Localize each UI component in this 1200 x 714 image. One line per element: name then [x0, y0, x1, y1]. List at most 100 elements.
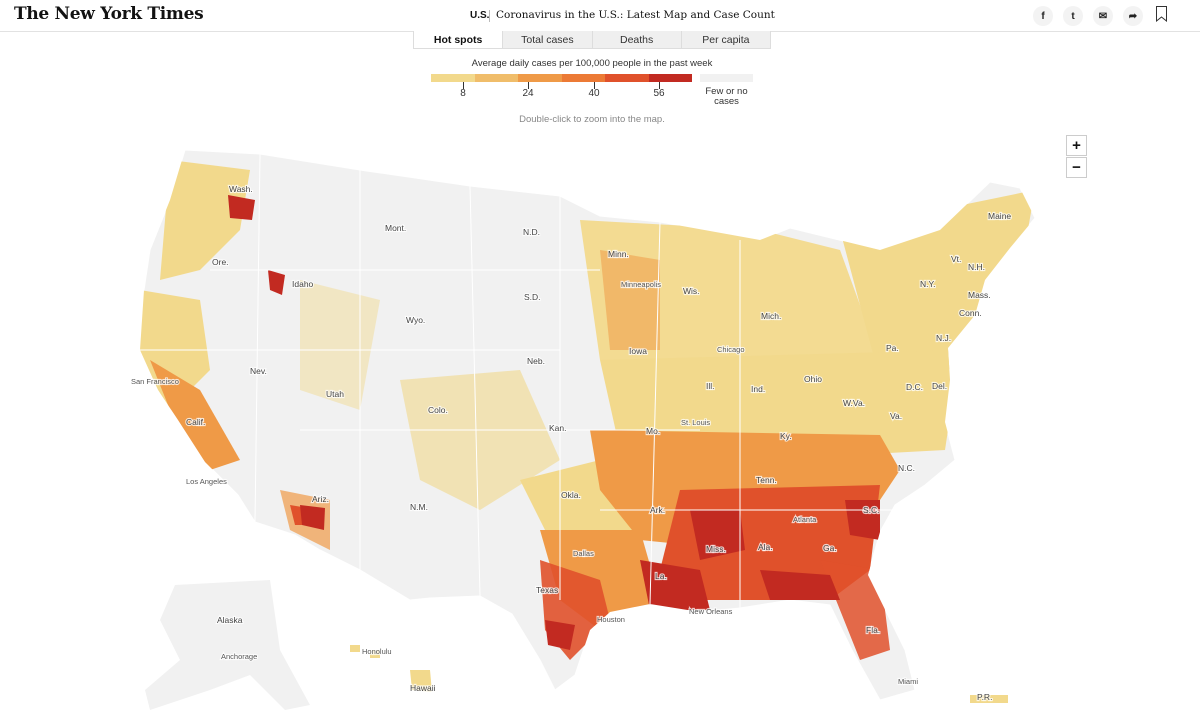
legend-swatch — [518, 74, 562, 82]
label-sc: S.C. — [863, 505, 880, 515]
label-alaska: Alaska — [217, 615, 243, 625]
label-maine: Maine — [988, 211, 1011, 221]
label-pa: Pa. — [886, 343, 899, 353]
label-kan: Kan. — [549, 423, 567, 433]
article-headline: Coronavirus in the U.S.: Latest Map and … — [496, 9, 775, 21]
label-los-angeles: Los Angeles — [186, 477, 227, 486]
label-nm: N.M. — [410, 502, 428, 512]
legend-swatch — [474, 74, 518, 82]
facebook-icon[interactable]: f — [1033, 6, 1053, 26]
label-pr: P.R. — [977, 692, 992, 702]
share-icon[interactable]: ➦ — [1123, 6, 1143, 26]
nyt-logo[interactable]: The New York Times — [14, 4, 204, 24]
few-cases-swatch — [700, 74, 753, 82]
legend-swatch — [605, 74, 649, 82]
label-ky: Ky. — [780, 431, 792, 441]
legend-tick — [659, 82, 660, 89]
alaska-shape — [145, 580, 310, 710]
label-atlanta: Atlanta — [793, 515, 817, 524]
label-ore: Ore. — [212, 257, 229, 267]
section-link[interactable]: U.S. — [470, 10, 490, 21]
tab-per-capita[interactable]: Per capita — [680, 31, 770, 48]
label-mont: Mont. — [385, 223, 406, 233]
label-hawaii: Hawaii — [410, 683, 436, 693]
label-san-francisco: San Francisco — [131, 377, 179, 386]
label-anchorage: Anchorage — [221, 652, 257, 661]
legend-tick — [463, 82, 464, 89]
bookmark-icon[interactable] — [1156, 6, 1167, 22]
twitter-icon[interactable]: t — [1063, 6, 1083, 26]
label-la: La. — [655, 571, 667, 581]
legend-color-scale — [431, 74, 692, 82]
map-tabs: Hot spots Total cases Deaths Per capita — [413, 31, 771, 49]
label-fla: Fla. — [866, 625, 880, 635]
section-divider — [489, 10, 490, 22]
label-colo: Colo. — [428, 405, 448, 415]
email-icon[interactable]: ✉ — [1093, 6, 1113, 26]
tab-total-cases[interactable]: Total cases — [502, 31, 592, 48]
label-dallas: Dallas — [573, 549, 594, 558]
label-ariz: Ariz. — [312, 494, 329, 504]
legend-swatch — [431, 74, 475, 82]
label-ala: Ala. — [758, 542, 773, 552]
state-borders — [140, 153, 948, 608]
label-sd: S.D. — [524, 292, 541, 302]
hawaii-islands — [350, 645, 432, 692]
zoom-out-button[interactable]: − — [1066, 157, 1087, 178]
label-va: Va. — [890, 411, 902, 421]
label-neb: Neb. — [527, 356, 545, 366]
tab-deaths[interactable]: Deaths — [591, 31, 681, 48]
label-texas: Texas — [536, 585, 558, 595]
severe-hotspots — [228, 195, 880, 650]
label-chicago: Chicago — [717, 345, 745, 354]
legend-title: Average daily cases per 100,000 people i… — [471, 58, 713, 69]
label-wyo: Wyo. — [406, 315, 425, 325]
label-wva: W.Va. — [843, 398, 865, 408]
legend-tick-label: 8 — [460, 88, 466, 99]
label-del: Del. — [932, 381, 947, 391]
label-mich: Mich. — [761, 311, 781, 321]
label-nd: N.D. — [523, 227, 540, 237]
label-nj: N.J. — [936, 333, 951, 343]
label-mo: Mo. — [646, 426, 660, 436]
label-new-orleans: New Orleans — [689, 607, 733, 616]
label-miss: Miss. — [706, 544, 726, 554]
puerto-rico-shape — [970, 695, 1008, 703]
label-ohio: Ohio — [804, 374, 822, 384]
label-houston: Houston — [597, 615, 625, 624]
label-ill: Ill. — [706, 381, 715, 391]
legend-tick-label: 24 — [522, 88, 534, 99]
legend-swatch — [648, 74, 692, 82]
zoom-hint: Double-click to zoom into the map. — [519, 114, 665, 125]
label-ny: N.Y. — [920, 279, 935, 289]
label-wis: Wis. — [683, 286, 700, 296]
label-nev: Nev. — [250, 366, 267, 376]
label-vt: Vt. — [951, 254, 961, 264]
label-tenn: Tenn. — [756, 475, 777, 485]
label-wash: Wash. — [229, 184, 253, 194]
label-minn: Minn. — [608, 249, 629, 259]
us-hotspot-map[interactable]: Wash. Ore. Idaho Mont. Wyo. Nev. Utah Co… — [0, 130, 1200, 714]
label-dc: D.C. — [906, 382, 923, 392]
legend-swatch — [561, 74, 605, 82]
label-nc: N.C. — [898, 463, 915, 473]
legend-tick-label: 40 — [588, 88, 600, 99]
top-bar: The New York Times U.S. Coronavirus in t… — [0, 0, 1200, 32]
label-ind: Ind. — [751, 384, 765, 394]
label-utah: Utah — [326, 389, 344, 399]
label-st-louis: St. Louis — [681, 418, 710, 427]
zoom-in-button[interactable]: + — [1066, 135, 1087, 156]
label-nh: N.H. — [968, 262, 985, 272]
legend-tick — [594, 82, 595, 89]
few-cases-label: Few or no cases — [705, 86, 748, 107]
label-conn: Conn. — [959, 308, 982, 318]
tab-hot-spots[interactable]: Hot spots — [414, 31, 503, 48]
label-calif: Calif. — [186, 417, 205, 427]
legend-tick — [528, 82, 529, 89]
label-idaho: Idaho — [292, 279, 314, 289]
label-ga: Ga. — [823, 543, 837, 553]
label-minneapolis: Minneapolis — [621, 280, 661, 289]
label-ark: Ark. — [650, 505, 665, 515]
label-iowa: Iowa — [629, 346, 647, 356]
label-okla: Okla. — [561, 490, 581, 500]
